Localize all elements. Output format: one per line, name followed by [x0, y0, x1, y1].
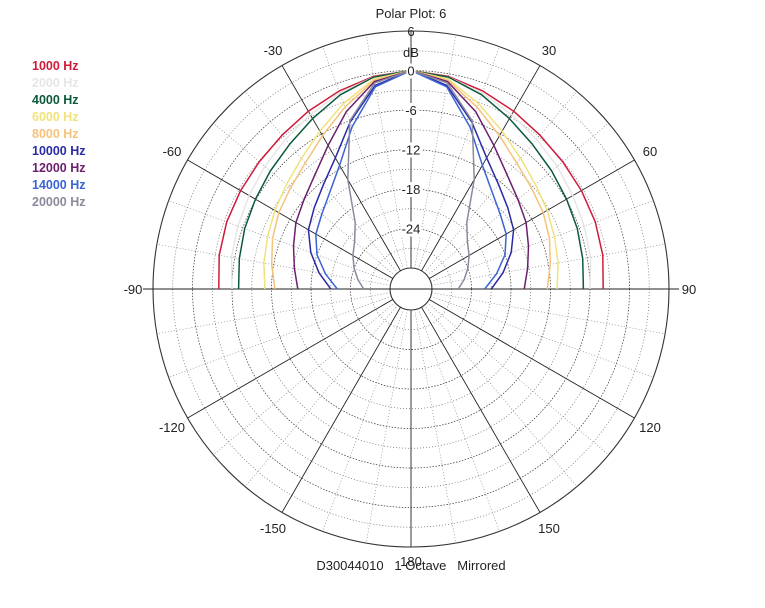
- grid-spoke: [281, 306, 401, 513]
- legend-item: 6000 Hz: [32, 110, 79, 124]
- grid-spoke: [156, 243, 391, 286]
- grid-spoke: [322, 46, 405, 270]
- angle-tick-label: -150: [260, 521, 286, 536]
- legend: 1000 Hz 2000 Hz 4000 Hz 6000 Hz 8000 Hz 10000…: [32, 59, 86, 209]
- angle-tick-label: -120: [159, 420, 185, 435]
- grid-spoke: [244, 304, 398, 487]
- grid-spoke: [417, 308, 500, 532]
- grid-spoke: [417, 46, 500, 270]
- legend-item: 4000 Hz: [32, 93, 79, 107]
- legend-item: 20000 Hz: [32, 195, 86, 209]
- angle-tick-label: 60: [643, 144, 657, 159]
- grid-spoke: [156, 292, 391, 335]
- radial-tick-label: -6: [405, 103, 417, 118]
- grid-spoke: [213, 122, 396, 276]
- grid-spoke: [424, 91, 578, 274]
- grid-spoke: [430, 295, 654, 378]
- grid-spoke: [365, 309, 408, 544]
- grid-spoke: [365, 34, 408, 269]
- grid-spoke: [431, 243, 666, 286]
- grid-spoke: [424, 304, 578, 487]
- grid-spoke: [426, 122, 609, 276]
- grid-spoke: [428, 159, 635, 279]
- label-backdrop: [400, 142, 422, 158]
- grid-spoke: [281, 65, 401, 272]
- angle-tick-label: -60: [163, 144, 182, 159]
- grid-spoke: [426, 302, 609, 456]
- legend-item: 10000 Hz: [32, 144, 86, 158]
- legend-item: 8000 Hz: [32, 127, 79, 141]
- angle-tick-label: -30: [264, 43, 283, 58]
- grid-spoke: [414, 309, 457, 544]
- radial-tick-label: 6: [407, 24, 414, 39]
- chart-title: Polar Plot: 6: [376, 6, 447, 21]
- radial-tick-label: -12: [402, 143, 421, 158]
- radial-tick-label: -24: [402, 222, 421, 237]
- angle-tick-label: 30: [542, 43, 556, 58]
- grid-spoke: [213, 302, 396, 456]
- angle-tick-label: 120: [639, 420, 661, 435]
- angle-tick-label: 90: [682, 282, 696, 297]
- grid-spoke: [421, 65, 541, 272]
- label-backdrop: [400, 221, 422, 237]
- legend-item: 1000 Hz: [32, 59, 79, 73]
- radial-tick-label: 0: [407, 64, 414, 79]
- legend-item: 2000 Hz: [32, 76, 79, 90]
- grid-spoke: [168, 295, 392, 378]
- grid-spoke: [414, 34, 457, 269]
- angle-tick-label: 150: [538, 521, 560, 536]
- legend-item: 14000 Hz: [32, 178, 86, 192]
- grid-spoke: [244, 91, 398, 274]
- angle-tick-label: 180: [400, 554, 422, 569]
- label-backdrop: [404, 103, 418, 118]
- label-backdrop: [400, 182, 422, 197]
- radial-tick-label: -18: [402, 182, 421, 197]
- radial-unit-label: dB: [403, 45, 419, 60]
- grid-spoke: [431, 292, 666, 335]
- radial-tick-labels: 6 0 -6 -12 -18 -24: [400, 24, 422, 237]
- grid-spoke: [322, 308, 405, 532]
- grid-spoke: [421, 306, 541, 513]
- chart-subtitle: D30044010 1 Octave Mirrored: [316, 558, 505, 573]
- angle-tick-label: -90: [124, 282, 143, 297]
- grid-spoke: [187, 159, 394, 279]
- grid-spoke: [187, 299, 394, 419]
- grid-spoke: [428, 299, 635, 419]
- legend-item: 12000 Hz: [32, 161, 86, 175]
- label-backdrop: [406, 63, 416, 79]
